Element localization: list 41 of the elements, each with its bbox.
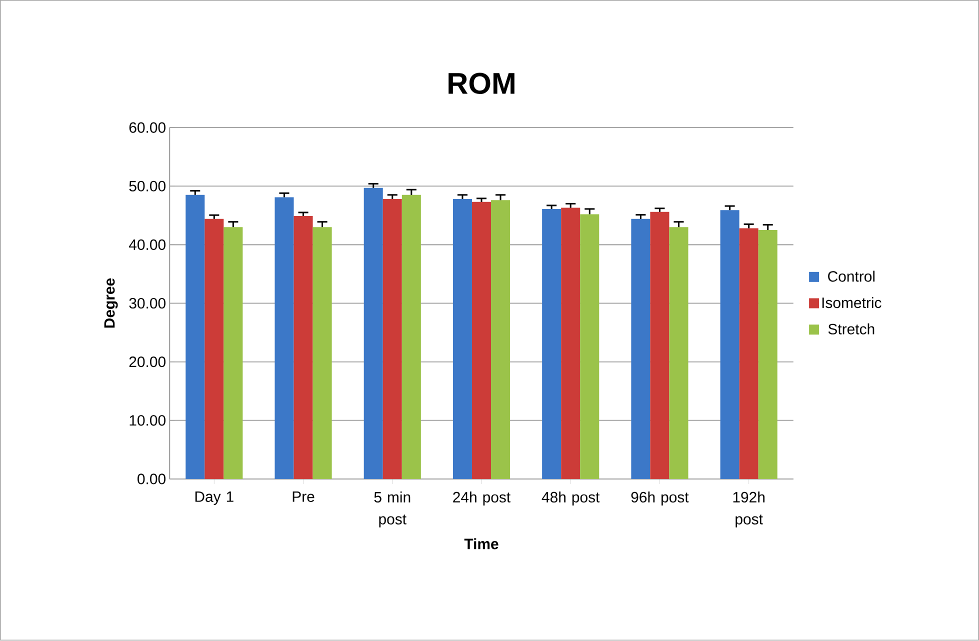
bar <box>186 195 205 480</box>
y-tick-label: 10.00 <box>130 415 166 426</box>
bar <box>631 219 650 480</box>
x-axis-title: Time <box>464 538 498 550</box>
bar <box>364 188 383 480</box>
bar <box>294 216 313 480</box>
x-tick-label: 5 min post <box>374 492 410 528</box>
bar <box>758 230 778 480</box>
y-tick-label: 40.00 <box>128 240 166 250</box>
bar <box>720 210 740 480</box>
bar <box>739 228 758 480</box>
x-tick-label: Pre <box>292 492 314 502</box>
bar <box>382 199 402 480</box>
bar <box>542 209 562 480</box>
y-axis-title: Degree <box>104 278 118 328</box>
bar <box>204 219 224 480</box>
x-tick-label: 192h post <box>733 492 764 528</box>
y-tick-label: 60.00 <box>129 122 166 134</box>
y-tick-label: 20.00 <box>129 356 166 368</box>
bar <box>312 227 332 480</box>
x-tick-label: 24h post <box>453 492 510 506</box>
bar <box>402 195 421 480</box>
bar <box>580 214 600 480</box>
chart-title: ROM <box>448 73 514 94</box>
y-tick-label: 30.00 <box>129 298 166 309</box>
bar <box>472 202 492 480</box>
x-tick-label: 96h post <box>631 492 689 506</box>
y-tick-label: 0.00 <box>138 474 166 484</box>
bar <box>274 197 294 480</box>
bar <box>491 200 510 480</box>
legend-label: Control <box>828 270 875 282</box>
bar <box>669 227 688 480</box>
x-tick-label: 48h post <box>542 492 600 506</box>
y-tick-label: 50.00 <box>129 181 166 192</box>
bar <box>561 208 580 480</box>
legend-label: Stretch <box>828 324 874 335</box>
bar <box>224 227 243 480</box>
bar <box>452 199 472 480</box>
x-tick-label: Day 1 <box>195 492 234 506</box>
bar <box>650 212 670 480</box>
legend-label: Isometric <box>822 297 882 308</box>
